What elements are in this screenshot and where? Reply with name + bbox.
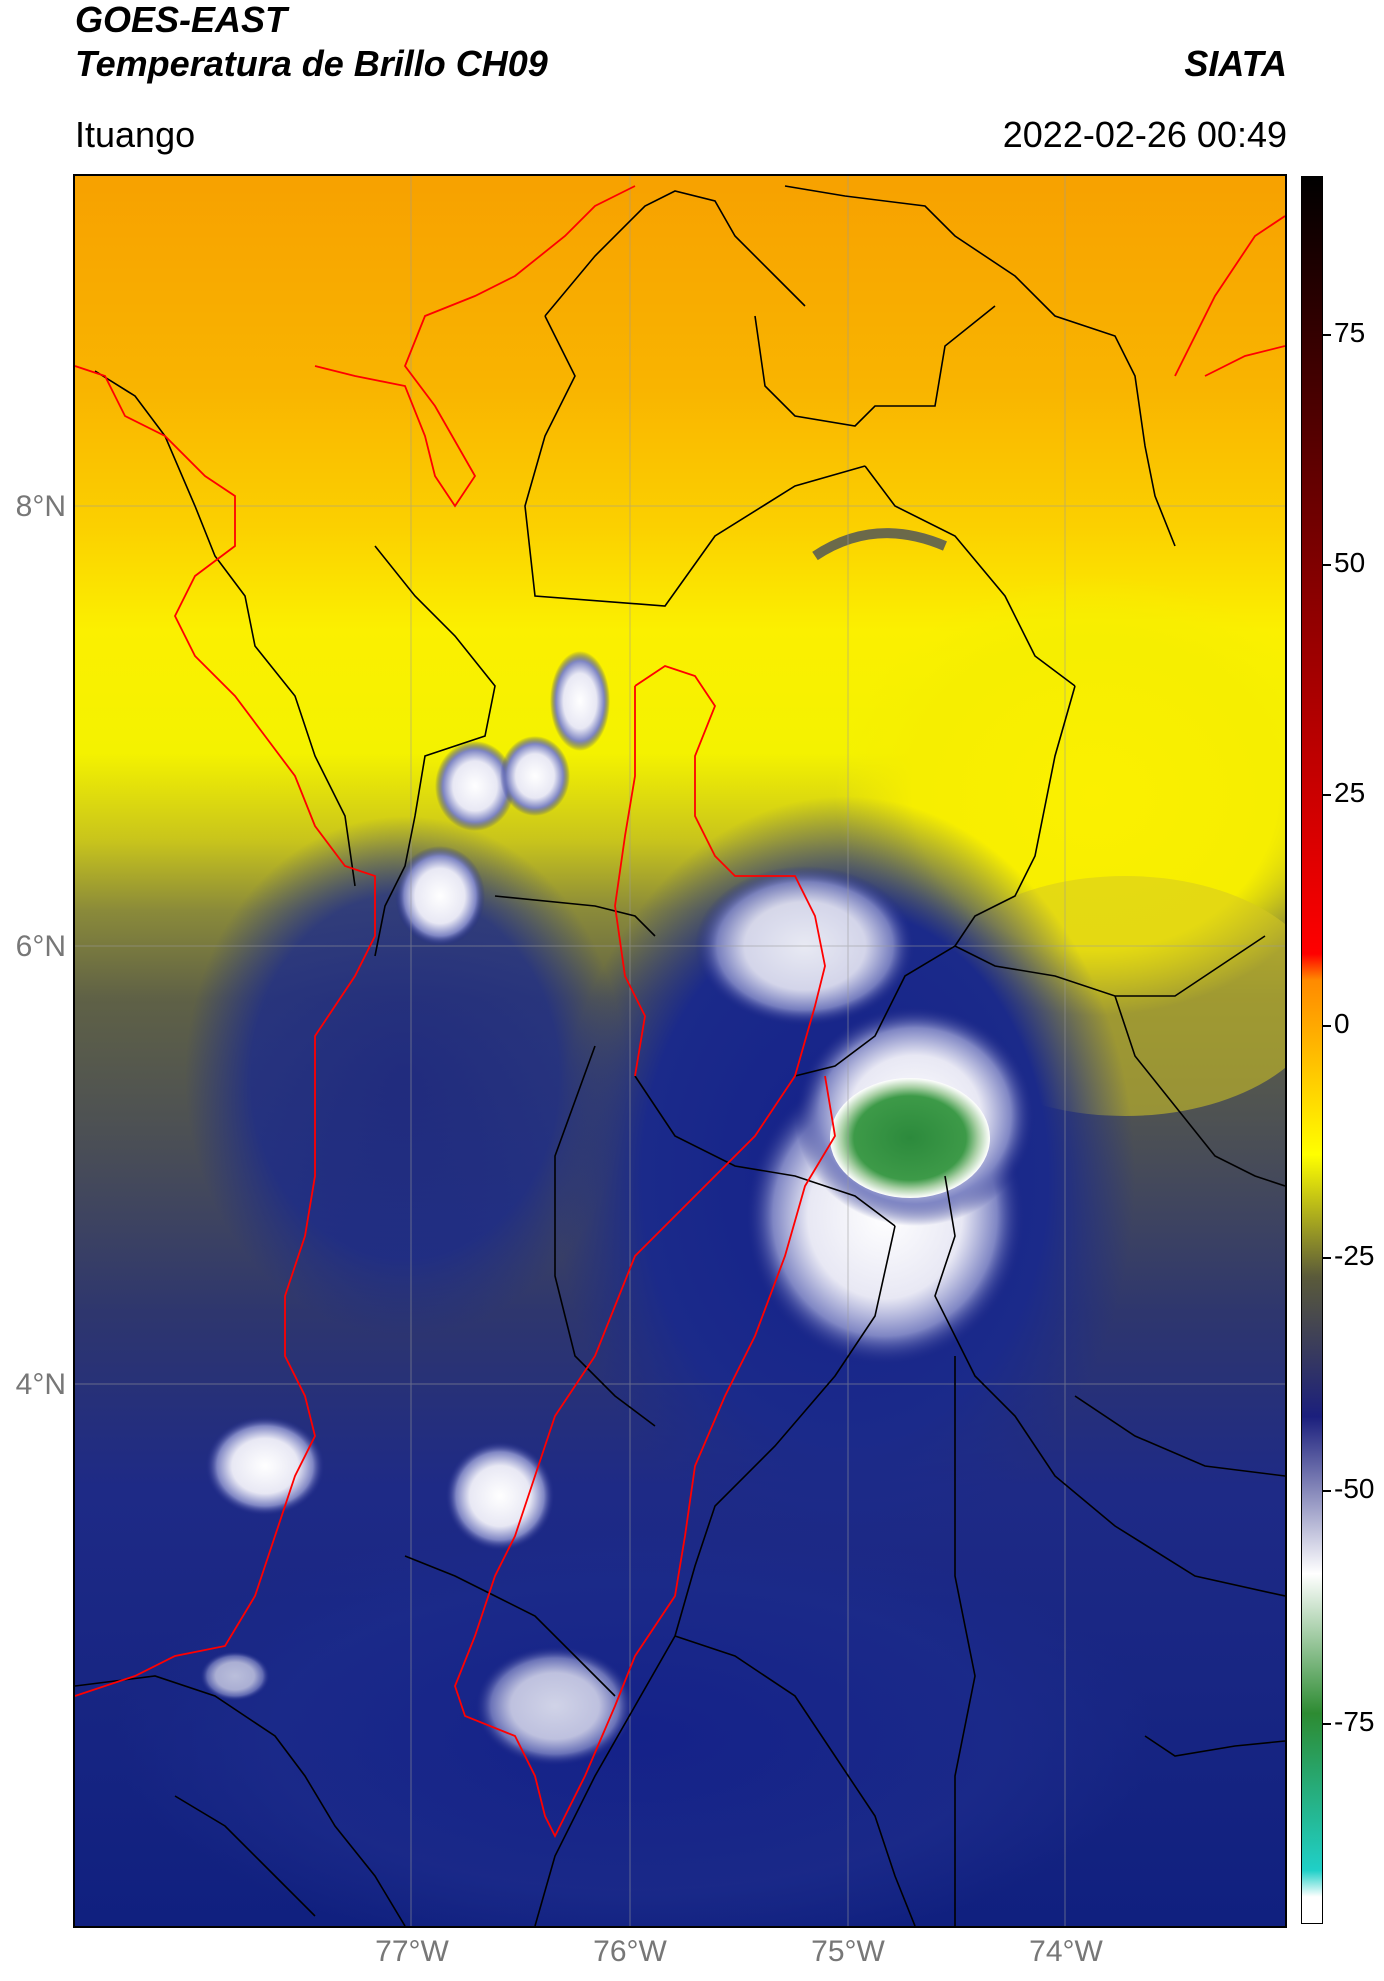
cold-top-w3 (500, 736, 570, 816)
graticule (75, 176, 1285, 1926)
lon-label-75W: 75°W (811, 1935, 885, 1968)
cold-top-coast (200, 1651, 270, 1701)
cb-tick-25 (1323, 794, 1331, 796)
cloud-shield-south (115, 1516, 1155, 1926)
cb-tick-neg25 (1323, 1257, 1331, 1259)
colorbar-label-neg75: -75 (1334, 1706, 1375, 1737)
map-canvas (75, 176, 1285, 1926)
cb-tick-neg75 (1323, 1723, 1331, 1725)
cb-tick-0 (1323, 1025, 1331, 1027)
lat-label-4N: 4°N (15, 1368, 66, 1401)
cb-tick-75 (1323, 334, 1331, 336)
lat-label-6N: 6°N (15, 930, 66, 963)
colorbar-label-neg50: -50 (1334, 1473, 1375, 1504)
cb-tick-50 (1323, 564, 1331, 566)
lon-label-76W: 76°W (593, 1935, 667, 1968)
lat-label-8N: 8°N (15, 490, 66, 523)
colorbar-label-75: 75 (1334, 317, 1366, 348)
cold-top-w4 (550, 651, 610, 751)
lon-label-74W: 74°W (1029, 1935, 1103, 1968)
temperature-colorbar (1301, 176, 1323, 1924)
colorbar-label-0: 0 (1334, 1008, 1350, 1039)
colorbar-label-50: 50 (1334, 547, 1366, 578)
datetime-label: 2022-02-26 00:49 (1002, 114, 1287, 155)
satellite-title: GOES-EAST (75, 0, 288, 40)
cloud-arc (812, 528, 947, 561)
black-boundaries (75, 185, 1285, 1926)
cold-top-south (445, 1441, 555, 1551)
cold-top-w1 (395, 846, 485, 946)
colorbar-label-neg25: -25 (1334, 1240, 1375, 1271)
colorbar-label-25: 25 (1334, 777, 1366, 808)
cold-top-w2 (435, 741, 515, 831)
coldest-core (830, 1078, 990, 1198)
cb-tick-neg50 (1323, 1490, 1331, 1492)
lon-label-77W: 77°W (375, 1935, 449, 1968)
satellite-map (73, 174, 1287, 1928)
cold-top-sw (205, 1416, 325, 1516)
agency-label: SIATA (1184, 43, 1287, 84)
red-boundaries (75, 185, 1285, 1839)
location-label: Ituango (75, 114, 196, 155)
product-title: Temperatura de Brillo CH09 (75, 43, 548, 84)
